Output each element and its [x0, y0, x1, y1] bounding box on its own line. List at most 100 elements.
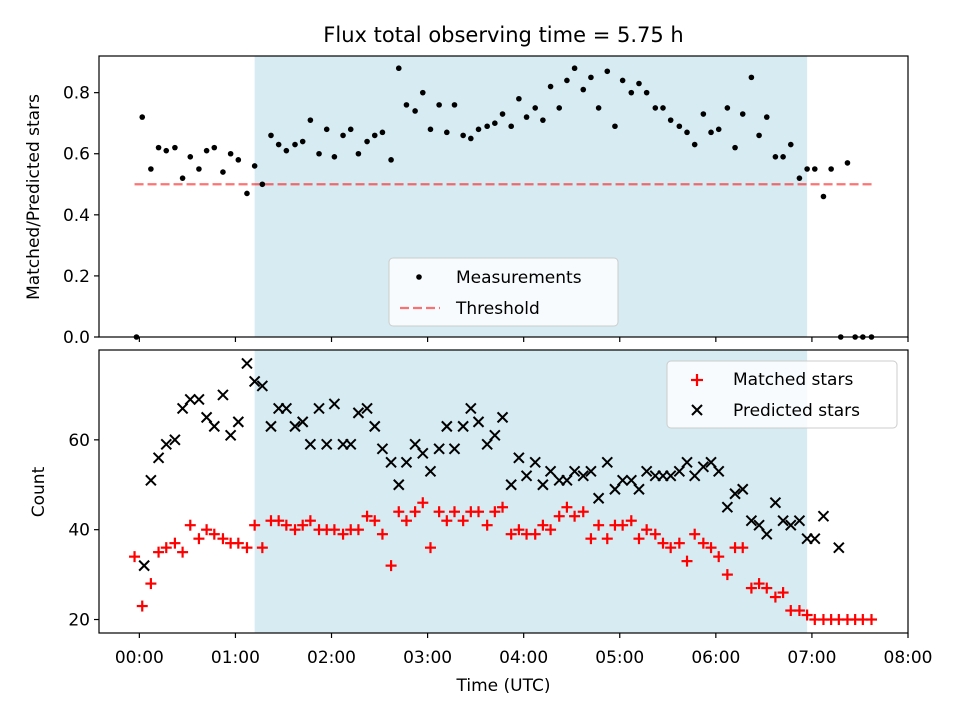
measurement-point	[595, 105, 602, 111]
predicted-star-point	[544, 465, 557, 477]
matched-star-point	[713, 551, 725, 563]
top-y-tick-label: 0.8	[63, 84, 90, 104]
measurement-point	[355, 150, 362, 157]
predicted-star-point	[705, 456, 717, 469]
matched-star-point	[537, 519, 549, 531]
matched-star-point	[241, 542, 253, 554]
matched-star-point	[153, 546, 165, 558]
matched-star-point	[129, 551, 141, 563]
legend-measurements-marker	[416, 274, 422, 280]
matched-star-point	[217, 533, 229, 545]
measurement-point	[820, 193, 827, 200]
matched-star-point	[633, 533, 645, 545]
matched-star-point	[745, 582, 757, 594]
chart-title: Flux total observing time = 5.75 h	[323, 23, 683, 47]
measurement-point	[244, 190, 250, 197]
bottom-y-tick-label: 40	[68, 521, 90, 541]
matched-star-point	[393, 506, 405, 518]
predicted-star-point	[193, 393, 205, 406]
predicted-star-point	[529, 456, 541, 469]
predicted-star-point	[513, 452, 525, 464]
measurement-point	[275, 141, 282, 148]
top-x-ticks	[138, 337, 909, 342]
measurement-point	[268, 132, 274, 139]
matched-star-point	[385, 560, 397, 572]
measurement-point	[612, 123, 618, 130]
matched-star-point	[441, 515, 453, 527]
top-y-tick-label: 0.2	[63, 267, 90, 287]
predicted-star-point	[472, 416, 485, 428]
predicted-star-point	[681, 456, 693, 469]
predicted-star-point	[256, 380, 269, 392]
measurement-point	[444, 129, 450, 136]
top-y-tick-label: 0.6	[63, 145, 90, 165]
x-axis-label: Time (UTC)	[456, 676, 551, 696]
predicted-star-point	[232, 416, 245, 428]
predicted-star-point	[248, 375, 261, 388]
measurement-point	[427, 126, 434, 133]
matched-star-point	[409, 506, 421, 518]
predicted-star-point	[424, 465, 437, 477]
matched-star-point	[505, 528, 517, 540]
matched-star-point	[328, 524, 340, 536]
measurement-point	[739, 111, 746, 117]
x-tick-label: 05:00	[595, 648, 644, 668]
predicted-star-point	[833, 541, 845, 554]
predicted-star-point	[633, 483, 645, 495]
predicted-star-point	[265, 420, 277, 433]
matched-star-point	[145, 578, 157, 590]
measurement-point	[691, 141, 698, 148]
measurement-point	[307, 117, 314, 123]
predicted-star-point	[441, 420, 453, 433]
predicted-star-point	[321, 438, 333, 451]
predicted-star-point	[361, 402, 373, 415]
matched-star-point	[529, 528, 541, 540]
predicted-star-point	[745, 514, 758, 527]
measurement-point	[148, 166, 154, 172]
measurement-point	[667, 117, 674, 123]
bottom-x-ticks: 00:00 01:00 02:00 03:00 04:00 05:00 06:00 07:00…	[115, 633, 933, 668]
matched-star-point	[273, 515, 285, 527]
x-tick-label: 08:00	[884, 648, 933, 668]
matched-star-point	[689, 528, 701, 540]
x-tick-label: 07:00	[787, 648, 836, 668]
predicted-star-point	[697, 461, 710, 473]
top-axes-frame	[98, 55, 909, 338]
matched-star-point	[256, 542, 268, 554]
measurement-point	[532, 105, 539, 111]
matched-star-point	[208, 528, 220, 540]
legend-threshold-label: Threshold	[455, 299, 540, 319]
measurement-point	[211, 144, 218, 151]
predicted-star-point	[433, 443, 445, 455]
matched-star-point	[249, 519, 261, 531]
predicted-star-point	[393, 479, 405, 491]
measurement-point	[203, 147, 210, 154]
matched-star-point	[665, 542, 677, 554]
measurement-point	[571, 65, 578, 72]
bottom-axes-frame	[98, 349, 909, 634]
measurement-point	[403, 102, 410, 108]
predicted-star-point	[457, 420, 469, 433]
measurement-point	[155, 144, 162, 151]
predicted-star-point	[753, 519, 765, 531]
x-tick-label: 06:00	[691, 648, 740, 668]
measurement-point	[724, 105, 731, 111]
legend-predicted-label: Predicted stars	[733, 401, 860, 421]
measurement-point	[756, 132, 762, 139]
measurement-point	[492, 120, 498, 126]
matched-star-point	[673, 537, 685, 549]
measurement-point	[660, 105, 666, 111]
x-tick-label: 03:00	[403, 648, 452, 668]
predicted-star-point	[568, 465, 581, 477]
measurement-point	[371, 132, 378, 139]
predicted-star-point	[345, 438, 357, 451]
predicted-star-point	[592, 492, 605, 504]
predicted-star-point	[817, 510, 830, 522]
predicted-star-point	[169, 434, 181, 446]
top-y-ticks: 0.0 0.2 0.4 0.6 0.8	[63, 84, 99, 348]
predicted-star-point	[721, 501, 734, 513]
matched-star-point	[489, 506, 501, 518]
predicted-star-point	[400, 456, 413, 469]
predicted-star-point	[328, 398, 341, 410]
measurement-point	[708, 129, 714, 136]
